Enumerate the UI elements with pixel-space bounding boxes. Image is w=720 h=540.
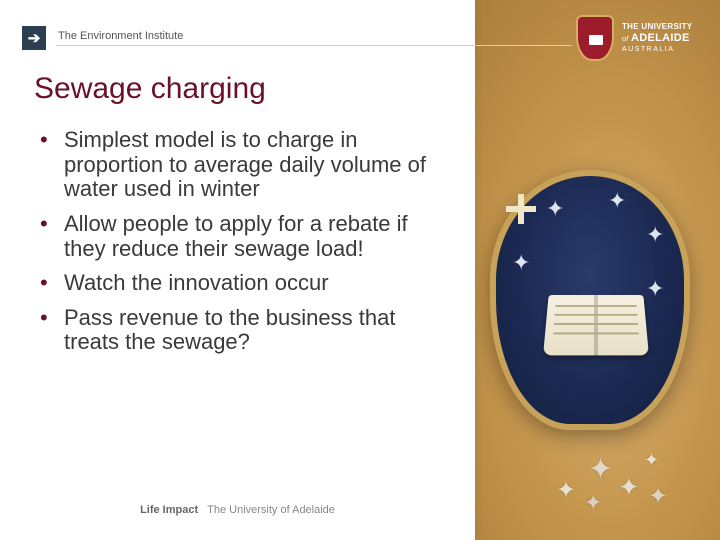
crest-book-icon	[543, 295, 649, 355]
logo-line3: AUSTRALIA	[622, 46, 692, 55]
footer-strong: Life Impact	[140, 504, 198, 516]
header-row: ➔ The Environment Institute	[22, 26, 572, 50]
bullet-list: Simplest model is to charge in proportio…	[40, 128, 448, 365]
logo-text: THE UNIVERSITY of ADELAIDE AUSTRALIA	[622, 22, 692, 55]
footer: Life Impact The University of Adelaide	[0, 504, 475, 516]
logo-shield-icon	[576, 15, 614, 61]
logo-line1: THE UNIVERSITY	[622, 22, 692, 32]
bullet-item: Simplest model is to charge in proportio…	[40, 128, 448, 202]
decorative-stars: ✦ ✦ ✦ ✦ ✦ ✦	[550, 442, 680, 522]
crest-illustration: ✦ ✦ ✦ ✦ ✦	[490, 170, 690, 430]
crest-cross-icon	[506, 194, 536, 224]
bullet-item: Pass revenue to the business that treats…	[40, 306, 448, 355]
bullet-item: Allow people to apply for a rebate if th…	[40, 212, 448, 261]
arrow-glyph: ➔	[28, 31, 41, 46]
logo-line2: of ADELAIDE	[622, 32, 692, 46]
footer-rest: The University of Adelaide	[207, 504, 335, 516]
bullet-item: Watch the innovation occur	[40, 271, 448, 296]
slide-title: Sewage charging	[34, 72, 266, 106]
institute-name: The Environment Institute	[56, 30, 572, 46]
crest-shield: ✦ ✦ ✦ ✦ ✦	[490, 170, 690, 430]
university-logo: THE UNIVERSITY of ADELAIDE AUSTRALIA	[576, 10, 706, 66]
slide: ✦ ✦ ✦ ✦ ✦ ➔ The Environment Institute TH…	[0, 0, 720, 540]
arrow-chip-icon: ➔	[22, 26, 46, 50]
